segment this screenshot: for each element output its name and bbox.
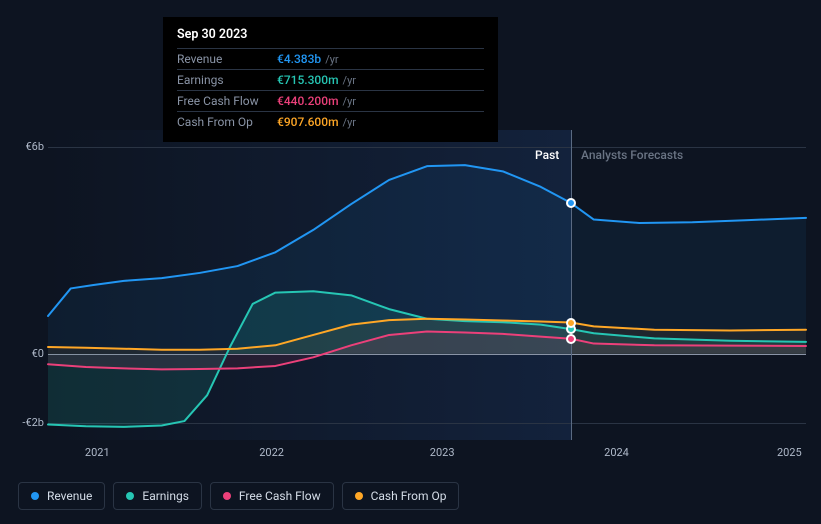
series-marker-dot (566, 318, 576, 328)
tooltip-row-label: Earnings (177, 73, 277, 87)
tooltip-row-unit: /yr (343, 116, 356, 129)
x-axis-label: 2024 (604, 446, 629, 459)
legend-item-earnings[interactable]: Earnings (113, 482, 202, 510)
x-axis-label: 2025 (777, 446, 802, 459)
tooltip: Sep 30 2023 Revenue€4.383b/yrEarnings€71… (163, 17, 498, 142)
tooltip-row: Cash From Op€907.600m/yr (177, 111, 484, 132)
chart-svg (48, 130, 806, 440)
legend-label: Revenue (47, 489, 92, 503)
legend-item-revenue[interactable]: Revenue (18, 482, 105, 510)
tooltip-row-value: €4.383b (277, 52, 321, 66)
tooltip-row-label: Revenue (177, 52, 277, 66)
tooltip-row-label: Free Cash Flow (177, 94, 277, 108)
tooltip-row: Revenue€4.383b/yr (177, 48, 484, 69)
x-axis-label: 2021 (85, 446, 110, 459)
tooltip-row-unit: /yr (325, 53, 338, 66)
legend-label: Free Cash Flow (239, 489, 321, 503)
legend-label: Earnings (142, 489, 189, 503)
legend-swatch (223, 492, 231, 500)
y-axis-label: €0 (18, 347, 44, 360)
tooltip-row-label: Cash From Op (177, 115, 277, 129)
chart-container: Past Analysts Forecasts €6b€0-€2b 202120… (18, 0, 806, 468)
legend-item-cfo[interactable]: Cash From Op (342, 482, 460, 510)
legend-label: Cash From Op (371, 489, 447, 503)
tooltip-row: Free Cash Flow€440.200m/yr (177, 90, 484, 111)
legend-item-fcf[interactable]: Free Cash Flow (210, 482, 334, 510)
tooltip-row-unit: /yr (343, 74, 356, 87)
y-axis-label: €6b (18, 140, 44, 153)
x-axis-label: 2023 (430, 446, 455, 459)
tooltip-row-unit: /yr (343, 95, 356, 108)
series-marker-dot (566, 334, 576, 344)
hover-marker-line (571, 130, 572, 440)
y-axis-label: -€2b (18, 416, 44, 429)
series-marker-dot (566, 198, 576, 208)
tooltip-row: Earnings€715.300m/yr (177, 69, 484, 90)
legend: Revenue Earnings Free Cash Flow Cash From O… (18, 482, 459, 510)
legend-swatch (126, 492, 134, 500)
tooltip-date: Sep 30 2023 (177, 27, 484, 48)
tooltip-row-value: €440.200m (277, 94, 339, 108)
legend-swatch (31, 492, 39, 500)
tooltip-row-value: €907.600m (277, 115, 339, 129)
tooltip-row-value: €715.300m (277, 73, 339, 87)
plot-area[interactable]: Past Analysts Forecasts €6b€0-€2b 202120… (48, 130, 806, 440)
x-axis-label: 2022 (259, 446, 284, 459)
legend-swatch (355, 492, 363, 500)
